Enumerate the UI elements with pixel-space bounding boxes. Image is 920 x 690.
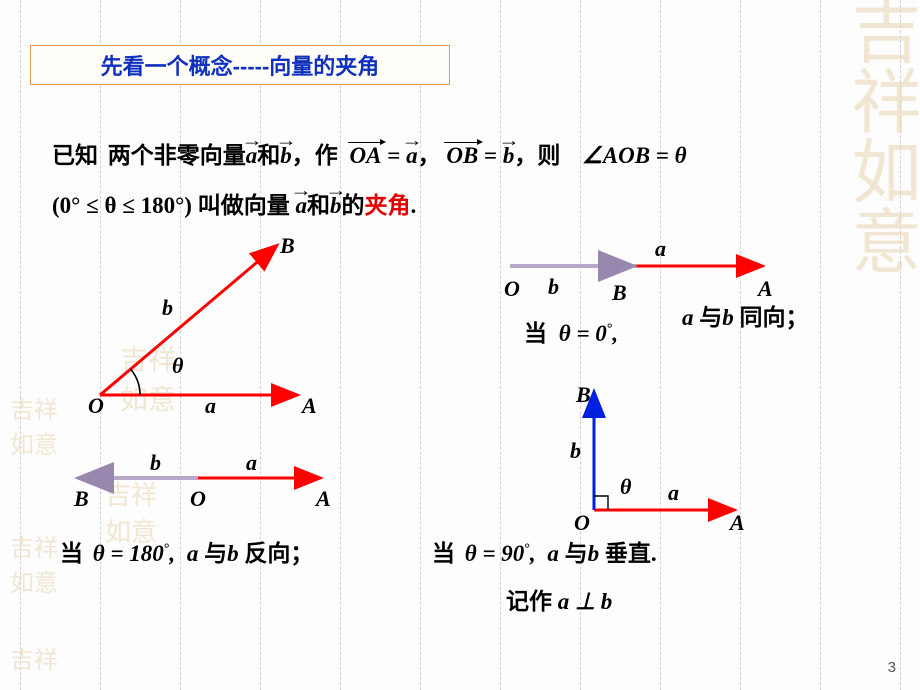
keyword: 夹角: [364, 193, 410, 218]
label-A: A: [316, 486, 331, 512]
grid-line: [820, 0, 821, 690]
txt: 叫做向量: [198, 193, 290, 218]
angle-eq: ∠AOB = θ: [582, 143, 686, 168]
perp-svg: [560, 380, 780, 530]
perp-note: 记作 a ⊥ b: [506, 582, 612, 616]
same-dir-cond: a 与b 同向；: [682, 298, 809, 332]
grid-line: [900, 0, 901, 690]
label-a: a: [205, 393, 216, 419]
label-B: B: [576, 382, 591, 408]
grid-line: [340, 0, 341, 690]
label-O: O: [190, 486, 206, 512]
range: (0° ≤ θ ≤ 180°): [52, 193, 192, 218]
label-A: A: [302, 393, 317, 419]
label-O: O: [504, 276, 520, 302]
label-b: b: [548, 274, 559, 300]
label-O: O: [88, 393, 104, 419]
label-b: b: [150, 450, 161, 476]
diagram-perp: O A B a b θ: [560, 380, 780, 550]
label-b: b: [162, 295, 173, 321]
seal-icon: 吉祥如意: [10, 528, 58, 598]
txt: 两个非零向量: [108, 143, 246, 168]
opp-dir-text: 当 θ = 180°, a 与b 反向；: [60, 534, 313, 568]
grid-line: [20, 0, 21, 690]
seal-icon: 吉祥: [10, 640, 58, 675]
grid-line: [420, 0, 421, 690]
label-theta: θ: [620, 474, 631, 500]
txt: OA: [350, 143, 382, 168]
label-B: B: [612, 280, 627, 306]
txt: .: [410, 193, 416, 218]
intro-line-2: (0° ≤ θ ≤ 180°) 叫做向量 a和b的夹角.: [52, 186, 416, 220]
label-a: a: [668, 480, 679, 506]
label-B: B: [280, 233, 295, 259]
opp-svg: [68, 450, 348, 500]
intro-line-1: 已知 两个非零向量a和b，作 OA = a， OB = b，则 ∠AOB = θ: [52, 136, 687, 170]
same-svg: [500, 240, 800, 300]
seal-icon: 吉祥如意: [10, 390, 58, 460]
diagram-opp-dir: O A B a b: [68, 450, 348, 530]
label-A: A: [730, 510, 745, 536]
label-b: b: [570, 438, 581, 464]
txt: 当: [432, 541, 455, 566]
page-number: 3: [888, 659, 896, 676]
perp-text: 当 θ = 90°, a 与b 垂直.: [432, 534, 657, 568]
concept-title-box: 先看一个概念-----向量的夹角: [30, 45, 450, 85]
txt: 当: [60, 541, 83, 566]
txt: ，作: [292, 143, 338, 168]
txt: ，则: [514, 143, 560, 168]
label-O: O: [574, 510, 590, 536]
label-a: a: [246, 450, 257, 476]
txt: OB: [446, 143, 478, 168]
txt: 已知: [52, 143, 98, 168]
same-dir-text: 当 θ = 0°,: [524, 314, 618, 348]
label-B: B: [74, 486, 89, 512]
txt: a: [406, 143, 418, 168]
seal-icon: 吉祥如意: [829, 0, 920, 275]
label-theta: θ: [172, 353, 183, 379]
txt: b: [503, 143, 515, 168]
diagram-angle: O A B a b θ: [80, 225, 340, 425]
label-a: a: [655, 236, 666, 262]
txt: 当: [524, 321, 547, 346]
concept-title: 先看一个概念-----向量的夹角: [101, 49, 380, 81]
